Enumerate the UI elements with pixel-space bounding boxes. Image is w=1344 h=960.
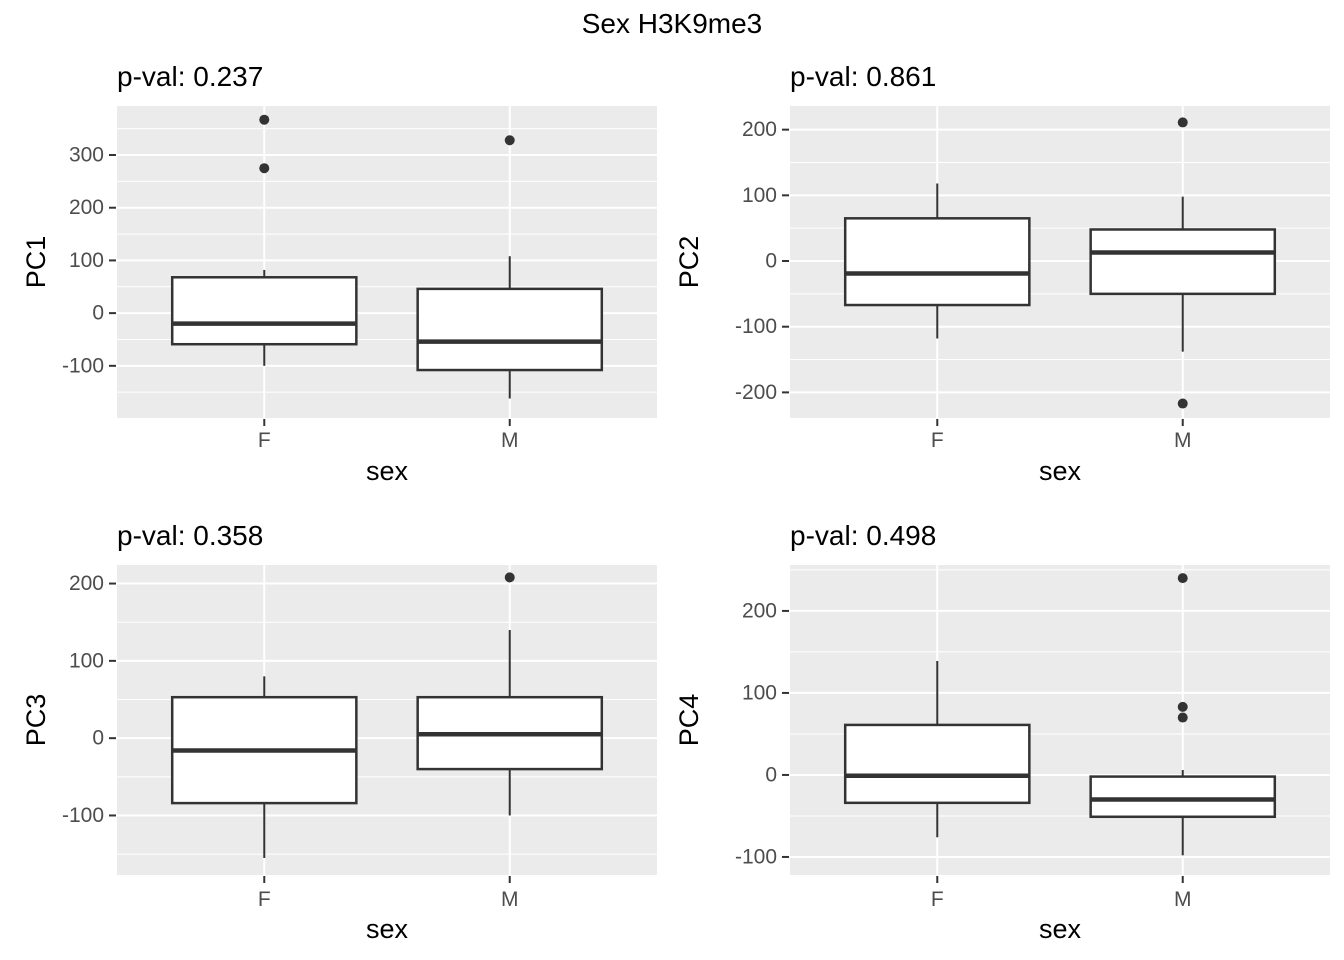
x-axis-title: sex (1039, 456, 1082, 486)
x-tick-label: M (501, 429, 519, 452)
outlier-point (504, 572, 515, 583)
y-tick-label: -100 (735, 315, 777, 338)
boxplot-m (1089, 117, 1277, 409)
outlier-point (1177, 701, 1188, 712)
box-iqr (1089, 775, 1277, 819)
y-tick-label: 100 (69, 649, 104, 672)
y-tick-label: 200 (69, 196, 104, 219)
y-tick-label: 0 (92, 302, 104, 325)
y-tick-label: 200 (742, 118, 777, 141)
y-tick-label: -200 (735, 381, 777, 404)
outlier-point (1177, 117, 1188, 128)
x-tick-label: M (501, 888, 519, 911)
y-axis-title: PC1 (21, 236, 51, 289)
y-axis-title: PC2 (674, 236, 704, 289)
outlier-point (1177, 712, 1188, 723)
box-iqr (170, 276, 358, 346)
y-tick-label: -100 (62, 354, 104, 377)
y-tick-label: -100 (735, 845, 777, 868)
y-tick-label: 200 (69, 572, 104, 595)
boxplot-m (416, 572, 604, 816)
boxplot-f (843, 183, 1031, 339)
x-tick-label: F (258, 888, 271, 911)
outlier-point (259, 163, 270, 174)
y-tick-label: 0 (765, 250, 777, 273)
outlier-point (1177, 573, 1188, 584)
panel-subtitle: p-val: 0.358 (117, 520, 263, 551)
box-iqr (1089, 228, 1277, 296)
boxplot-m (416, 135, 604, 399)
boxplot-f (170, 114, 358, 366)
box-iqr (843, 723, 1031, 805)
boxplot-f (170, 676, 358, 858)
x-tick-label: F (931, 888, 944, 911)
panel-subtitle: p-val: 0.861 (790, 61, 936, 92)
outlier-point (1177, 398, 1188, 409)
boxplot-f (843, 660, 1031, 838)
x-axis-title: sex (1039, 914, 1082, 944)
x-tick-label: M (1174, 888, 1192, 911)
y-tick-label: 100 (69, 249, 104, 272)
x-tick-label: F (931, 429, 944, 452)
box-iqr (416, 287, 604, 372)
y-tick-label: 0 (92, 727, 104, 750)
panel-subtitle: p-val: 0.498 (790, 520, 936, 551)
plot-area (790, 565, 1330, 875)
y-tick-label: 200 (742, 599, 777, 622)
y-axis-title: PC4 (674, 694, 704, 747)
y-axis-title: PC3 (21, 694, 51, 747)
outlier-point (504, 135, 515, 146)
panel-subtitle: p-val: 0.237 (117, 61, 263, 92)
y-tick-label: 100 (742, 184, 777, 207)
y-tick-label: 100 (742, 681, 777, 704)
x-tick-label: M (1174, 429, 1192, 452)
x-axis-title: sex (366, 456, 409, 486)
outlier-point (259, 114, 270, 125)
boxplot-m (1089, 573, 1277, 856)
y-tick-label: 300 (69, 144, 104, 167)
x-tick-label: F (258, 429, 271, 452)
figure-title: Sex H3K9me3 (582, 8, 763, 39)
y-tick-label: -100 (62, 804, 104, 827)
box-iqr (843, 217, 1031, 307)
y-tick-label: 0 (765, 763, 777, 786)
x-axis-title: sex (366, 914, 409, 944)
